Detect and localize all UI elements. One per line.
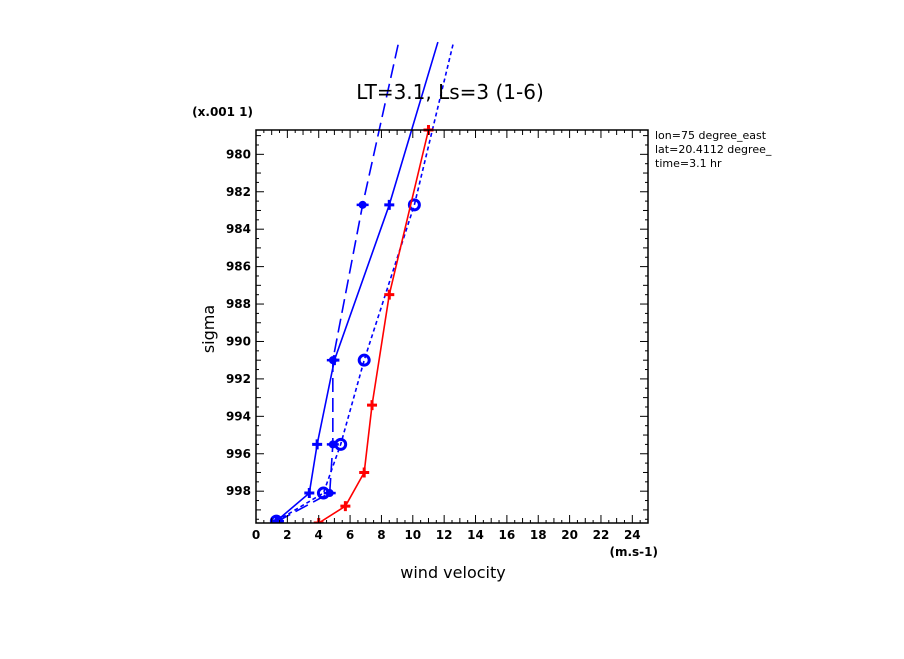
series-3-marker bbox=[334, 437, 348, 451]
y-tick-label: 980 bbox=[226, 147, 251, 161]
series-1-marker bbox=[312, 439, 323, 450]
plot-frame bbox=[255, 129, 649, 524]
y-axis-label: sigma bbox=[199, 305, 218, 353]
y-tick-label: 984 bbox=[226, 222, 251, 236]
y-tick-label: 982 bbox=[226, 185, 251, 199]
series-4-marker bbox=[340, 501, 351, 512]
series-3-marker bbox=[407, 198, 421, 212]
x-tick-label: 10 bbox=[404, 528, 421, 542]
y-tick-label: 998 bbox=[226, 484, 251, 498]
x-unit-label: (m.s-1) bbox=[609, 545, 658, 559]
x-axis-label: wind velocity bbox=[400, 563, 505, 582]
series-4-marker bbox=[384, 289, 395, 300]
y-tick-label: 986 bbox=[226, 260, 251, 274]
info-lat: lat=20.4112 degree_ bbox=[655, 143, 772, 156]
x-tick-label: 20 bbox=[561, 528, 578, 542]
x-tick-label: 0 bbox=[252, 528, 260, 542]
series-1-marker bbox=[384, 199, 395, 210]
y-tick-label: 990 bbox=[226, 334, 251, 348]
y-tick-label: 996 bbox=[226, 447, 251, 461]
series-3-marker bbox=[316, 486, 330, 500]
y-tick-label: 992 bbox=[226, 372, 251, 386]
series-1-marker bbox=[304, 488, 315, 499]
x-tick-label: 6 bbox=[346, 528, 354, 542]
series-4-marker bbox=[359, 467, 370, 478]
chart-title: LT=3.1, Ls=3 (1-6) bbox=[356, 80, 544, 104]
x-tick-label: 16 bbox=[499, 528, 516, 542]
x-tick-label: 2 bbox=[283, 528, 291, 542]
series-layer bbox=[269, 41, 455, 523]
series-1-line bbox=[275, 41, 439, 522]
series-4-line bbox=[318, 129, 430, 523]
x-tick-label: 14 bbox=[467, 528, 484, 542]
series-4-marker bbox=[367, 400, 378, 411]
y-multiplier-label: (x.001 1) bbox=[192, 105, 253, 119]
info-time: time=3.1 hr bbox=[655, 157, 722, 170]
axis-ticks: 0 2 4 6 8 10 12 14 16 18 20 22 249809829849869889909… bbox=[226, 130, 649, 542]
y-tick-label: 988 bbox=[226, 297, 251, 311]
series-3-marker bbox=[357, 353, 371, 367]
x-tick-label: 12 bbox=[436, 528, 453, 542]
x-tick-label: 24 bbox=[624, 528, 641, 542]
x-tick-label: 22 bbox=[593, 528, 610, 542]
x-tick-label: 4 bbox=[315, 528, 323, 542]
info-lon: lon=75 degree_east bbox=[655, 129, 767, 142]
y-tick-label: 994 bbox=[226, 409, 251, 423]
series-3-line bbox=[275, 41, 455, 522]
x-tick-label: 8 bbox=[377, 528, 385, 542]
x-tick-label: 18 bbox=[530, 528, 547, 542]
